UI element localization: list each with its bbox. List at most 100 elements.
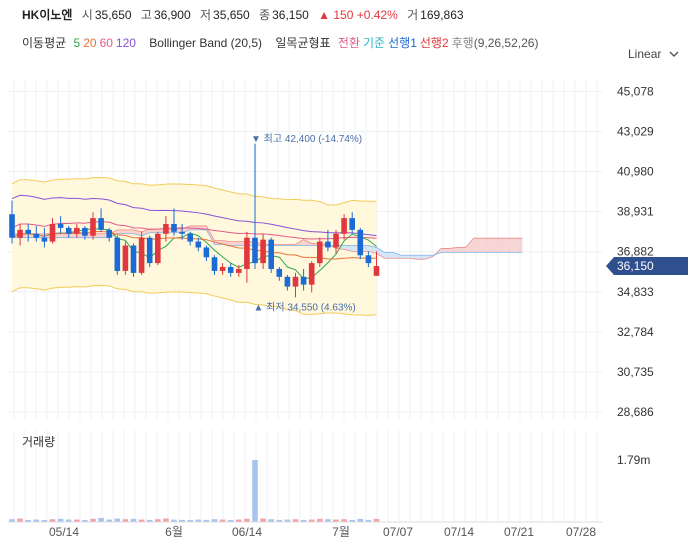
volume-bar [284, 519, 291, 522]
stock-name: HK이노엔 [22, 8, 73, 22]
change-value: ▲ 150 +0.42% [318, 8, 398, 22]
volume-bar [130, 518, 137, 522]
volume-label: 거 [407, 8, 419, 22]
volume-bar [106, 519, 112, 522]
candle-body [349, 218, 355, 230]
candle-body [138, 237, 145, 273]
x-tick-label: 6월 [165, 525, 183, 539]
volume-bar [244, 518, 250, 522]
ichimoku-leading1-legend: 선행1 [388, 36, 417, 50]
candle-body [276, 268, 283, 277]
y-tick-label: 34,833 [617, 285, 654, 299]
candle-body [268, 239, 274, 269]
bollinger-upper-line [11, 176, 377, 206]
ma-label[interactable]: 이동평균 [22, 36, 67, 50]
ma60-line [11, 221, 377, 240]
volume-bar [260, 518, 266, 522]
cloud-segment [230, 241, 239, 246]
low-value: 35,650 [213, 8, 250, 22]
indicator-lines [11, 194, 377, 280]
y-tick-label: 43,029 [617, 124, 654, 138]
volume-bar [114, 518, 121, 522]
candle-body [357, 229, 364, 256]
candle-body [300, 276, 307, 285]
cloud-segment [449, 247, 458, 253]
volume-bar [195, 519, 202, 522]
volume-bar [57, 518, 64, 522]
ichimoku-base-legend: 기준 [363, 36, 386, 50]
volume-bar [146, 519, 153, 522]
ma60-legend[interactable]: 60 [99, 36, 113, 50]
candle-body [74, 227, 80, 234]
ichimoku-params: (9,26,52,26) [473, 36, 539, 50]
volume-bar [9, 519, 15, 522]
price-axis: 45,078 43,029 40,980 38,931 36,882 34,833 32,7… [617, 84, 654, 419]
date-axis: 05/14 6월 06/14 7월 07/07 07/14 07/21 07/28 [8, 521, 602, 539]
cloud-segment [400, 255, 409, 259]
volume-bar [341, 519, 347, 522]
volume-bar [171, 519, 177, 522]
close-label: 종 [259, 8, 271, 22]
bollinger-lower-line [11, 284, 377, 316]
volume-bar [203, 519, 210, 522]
cloud-segment [465, 238, 474, 253]
candlesticks [9, 143, 380, 298]
current-price-label: 36,150 [617, 259, 654, 273]
x-tick-label: 7월 [332, 525, 350, 539]
chevron-down-icon [669, 47, 679, 61]
low-label: 저 [199, 8, 212, 22]
volume-bar [41, 519, 48, 522]
volume-bar [163, 518, 169, 522]
volume-bar [317, 518, 323, 522]
candle-body [25, 229, 31, 234]
cloud-segment [141, 228, 150, 236]
volume-bar [276, 519, 283, 522]
x-tick-label: 07/14 [444, 525, 474, 539]
y-tick-label: 28,686 [617, 405, 654, 419]
close-value: 36,150 [272, 8, 309, 22]
volume-bar [98, 517, 104, 522]
x-tick-label: 07/07 [383, 525, 413, 539]
ichimoku-lagging-legend: 후행 [451, 36, 474, 50]
high-annotation: ▼ 최고 42,400 (-14.74%) [251, 133, 362, 145]
ma5-legend[interactable]: 5 [73, 36, 81, 50]
volume-bar [187, 519, 193, 522]
candle-body [252, 237, 258, 264]
candle-body [17, 229, 23, 238]
volume-bar [308, 519, 315, 522]
leading-span1-line [12, 225, 523, 260]
high-value: 36,900 [153, 8, 191, 22]
open-value: 35,650 [94, 8, 132, 22]
high-label: 고 [140, 8, 152, 22]
candle-body [365, 255, 372, 264]
volume-bar [155, 519, 161, 522]
candle-body [179, 231, 185, 234]
volume-value: 169,863 [420, 8, 464, 22]
candle-body [33, 233, 40, 238]
volume-bar [227, 520, 234, 522]
volume-bar [333, 519, 339, 522]
cloud-segment [368, 245, 377, 254]
volume-bar [211, 519, 218, 522]
ichimoku-legend[interactable]: 일목균형표 [275, 36, 331, 50]
ma20-legend[interactable]: 20 [83, 36, 97, 50]
current-price-tag-bg [606, 257, 688, 276]
scale-dropdown[interactable]: Linear [628, 47, 679, 61]
cloud-segment [441, 248, 450, 253]
ma120-line [11, 194, 377, 237]
bollinger-legend[interactable]: Bollinger Band (20,5) [149, 36, 263, 50]
candle-body [49, 223, 56, 242]
candle-body [373, 266, 380, 276]
candle-body [65, 227, 72, 234]
volume-bar [74, 519, 80, 522]
y-tick-label: 30,735 [617, 365, 654, 379]
ma120-legend[interactable]: 120 [115, 36, 136, 50]
cloud-segment [60, 233, 69, 238]
low-annotation: ▲ 최저 34,550 (4.63%) [254, 301, 356, 313]
ma20-line [11, 230, 377, 260]
candle-body [90, 218, 96, 236]
cloud-segment [498, 238, 507, 253]
candle-body [292, 276, 299, 287]
cloud-segment [149, 228, 158, 233]
